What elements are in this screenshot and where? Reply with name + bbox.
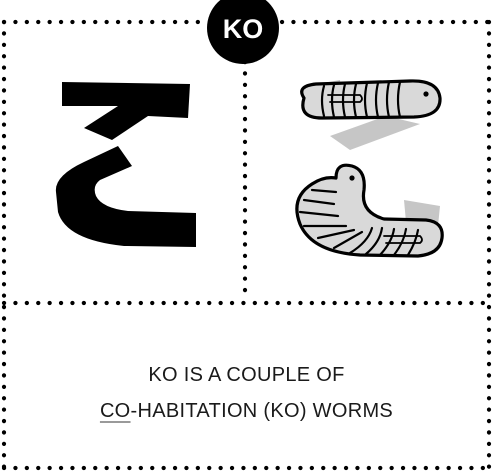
badge-label: KO: [222, 13, 264, 44]
badge: KO: [205, 0, 281, 62]
caption-line-1: KO IS A COUPLE OF: [148, 364, 345, 386]
worm-shadow: [330, 116, 420, 150]
caption-highlight: CO: [99, 400, 131, 422]
badge-circle: [207, 0, 279, 64]
worm-illustration: [295, 79, 444, 258]
caption-rest: -HABITATION (KO) WORMS: [130, 400, 394, 422]
kana-ko-glyph: [55, 82, 196, 247]
top-worm: [300, 79, 442, 120]
caption-line-2: CO-HABITATION (KO) WORMS: [10, 400, 483, 423]
dotted-frame: [1, 19, 492, 471]
bottom-worm: [295, 163, 444, 258]
